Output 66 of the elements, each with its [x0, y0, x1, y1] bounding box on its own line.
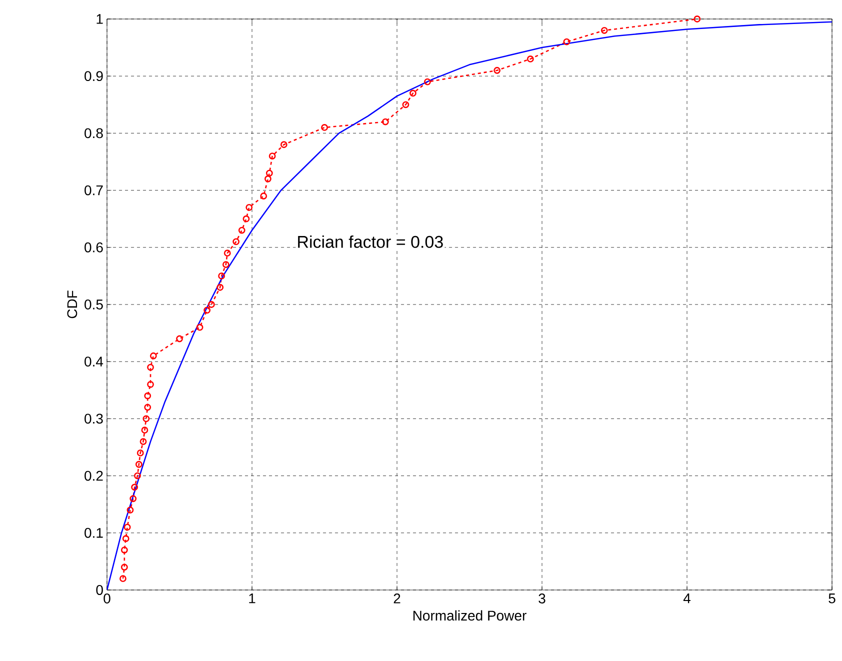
point: [147, 364, 154, 371]
y-tick-label: 0.5: [84, 300, 103, 310]
annotation: Rician factor = 0.03: [298, 235, 443, 248]
y-tick-label: 0.9: [84, 71, 103, 82]
point: [382, 118, 389, 126]
point: [424, 78, 431, 86]
point: [120, 564, 128, 571]
y-tick-label: 0.1: [84, 528, 103, 538]
x-tick-label: 1: [249, 594, 256, 604]
point: [224, 250, 231, 257]
point: [120, 575, 126, 582]
point: [126, 506, 134, 514]
point: [135, 460, 142, 468]
point: [410, 90, 416, 97]
point: [526, 56, 534, 62]
y-tick-label: 0.2: [84, 470, 103, 481]
point: [694, 16, 701, 22]
point: [136, 450, 144, 456]
point: [242, 215, 250, 222]
y-tick-label: 0: [96, 585, 103, 595]
y-axis-title: CDF: [67, 290, 78, 318]
point: [176, 335, 183, 342]
point: [131, 484, 138, 491]
y-tick-label: 1: [96, 14, 103, 24]
point: [266, 170, 273, 177]
point: [238, 226, 246, 234]
point: [232, 238, 240, 246]
y-tick-label: 0.3: [84, 414, 103, 424]
point: [122, 535, 130, 542]
point: [144, 392, 152, 400]
point: [140, 438, 147, 445]
point: [216, 284, 224, 291]
point: [124, 524, 131, 531]
point: [141, 426, 148, 434]
y-tick-label: 0.7: [84, 185, 103, 196]
point: [142, 415, 150, 422]
point: [130, 495, 137, 502]
point: [134, 472, 141, 480]
point: [600, 26, 608, 34]
point: [120, 546, 128, 554]
x-axis-title: Normalized Power: [413, 610, 526, 621]
point: [144, 404, 152, 411]
point: [147, 380, 154, 388]
point: [260, 192, 268, 200]
point: [321, 124, 328, 131]
y-tick-label: 0.8: [84, 128, 103, 138]
point: [268, 152, 276, 160]
y-tick-label: 0.6: [84, 242, 103, 252]
x-tick-label: 0: [104, 594, 110, 604]
point: [264, 175, 272, 182]
point: [222, 261, 230, 268]
point: [246, 204, 253, 211]
point: [280, 141, 288, 148]
x-tick-label: 5: [828, 594, 836, 604]
point: [402, 101, 410, 108]
point: [494, 66, 501, 74]
point: [563, 38, 570, 46]
x-tick-label: 2: [394, 594, 400, 604]
point: [204, 306, 210, 314]
point: [150, 352, 157, 360]
point: [196, 324, 204, 331]
y-tick-label: 0.4: [84, 356, 104, 367]
x-tick-label: 4: [683, 594, 690, 604]
point: [218, 272, 226, 280]
x-tick-label: 3: [538, 594, 546, 604]
point: [208, 301, 215, 308]
